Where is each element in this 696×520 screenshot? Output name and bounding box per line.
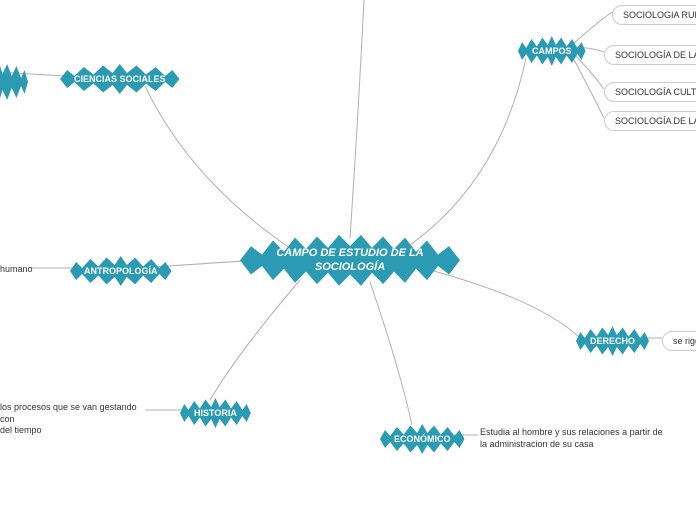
leaf-label: SOCIOLOGÍA CULTURAL bbox=[615, 87, 696, 97]
branch-label: CAMPOS bbox=[532, 46, 572, 56]
leaf-label: SOCIOLOGÍA DE LA LIT bbox=[615, 116, 696, 126]
leaf-sociologia-lit[interactable]: SOCIOLOGÍA DE LA LIT bbox=[604, 111, 696, 131]
text-economico-desc: Estudia al hombre y sus relaciones a par… bbox=[480, 427, 690, 450]
branch-label: CIENCIAS SOCIALES bbox=[74, 74, 166, 84]
leaf-label: se rigen bbox=[673, 336, 696, 346]
branch-label: ECONÓMICO bbox=[394, 434, 451, 444]
branch-label: DERECHO bbox=[590, 336, 635, 346]
text-humano: humano bbox=[0, 264, 33, 276]
leaf-sociologia-cultural[interactable]: SOCIOLOGÍA CULTURAL bbox=[604, 82, 696, 102]
leaf-label: SOCIOLOGIA RURAL bbox=[623, 10, 696, 20]
leaf-sociologia-ed[interactable]: SOCIOLOGÍA DE LA ED bbox=[604, 45, 696, 65]
text-historia-desc: los procesos que se van gestando condel … bbox=[0, 402, 150, 437]
center-label: CAMPO DE ESTUDIO DE LA SOCIOLOGÍA bbox=[264, 246, 436, 275]
leaf-se-rigen[interactable]: se rigen bbox=[662, 331, 696, 351]
mindmap-canvas: CAMPO DE ESTUDIO DE LA SOCIOLOGÍA CAMPOS… bbox=[0, 0, 696, 520]
leaf-sociologia-rural[interactable]: SOCIOLOGIA RURAL bbox=[612, 5, 696, 25]
branch-label: ANTROPOLOGÍA bbox=[84, 266, 158, 276]
branch-label: HISTORIA bbox=[194, 408, 237, 418]
leaf-label: SOCIOLOGÍA DE LA ED bbox=[615, 50, 696, 60]
